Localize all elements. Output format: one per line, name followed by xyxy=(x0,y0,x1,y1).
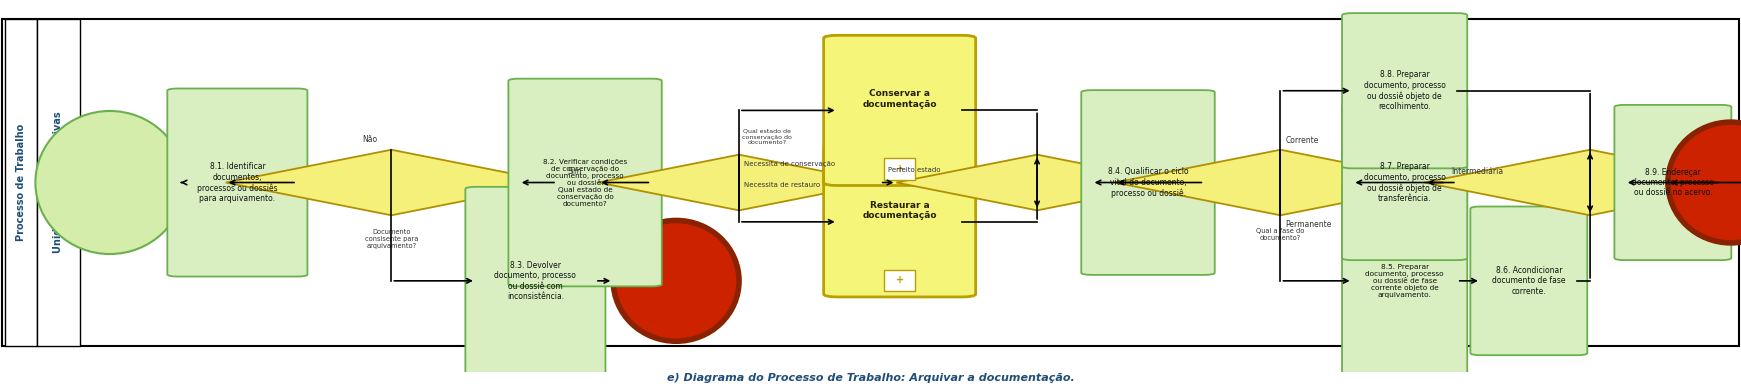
Text: 8.8. Preparar
documento, processo
ou dossiê objeto de
recolhimento.: 8.8. Preparar documento, processo ou dos… xyxy=(1363,70,1445,111)
FancyBboxPatch shape xyxy=(884,270,916,291)
Polygon shape xyxy=(599,155,879,210)
FancyBboxPatch shape xyxy=(823,147,975,297)
Text: Sim: Sim xyxy=(568,167,581,176)
Text: 8.5. Preparar
documento, processo
ou dossiê de fase
corrente objeto de
arquivame: 8.5. Preparar documento, processo ou dos… xyxy=(1365,264,1443,298)
FancyBboxPatch shape xyxy=(508,79,662,286)
Text: Corrente: Corrente xyxy=(1285,136,1320,145)
Text: 8.9. Endereçar
documento, processo
ou dossiê no acervo.: 8.9. Endereçar documento, processo ou do… xyxy=(1631,168,1713,197)
Text: 8.7. Preparar
documento, processo
ou dossiê objeto de
transferência.: 8.7. Preparar documento, processo ou dos… xyxy=(1363,162,1445,203)
Polygon shape xyxy=(226,150,557,215)
Text: Necessita de conservação: Necessita de conservação xyxy=(743,161,836,167)
Ellipse shape xyxy=(613,220,738,341)
Text: Documento
consisente para
arquivamento?: Documento consisente para arquivamento? xyxy=(364,229,418,249)
FancyBboxPatch shape xyxy=(1342,184,1468,378)
FancyBboxPatch shape xyxy=(37,19,80,346)
FancyBboxPatch shape xyxy=(465,187,606,375)
Polygon shape xyxy=(897,155,1179,210)
Polygon shape xyxy=(1424,150,1741,215)
Text: Qual a fase do
documento?: Qual a fase do documento? xyxy=(1257,228,1304,241)
Text: 8.3. Devolver
documento, processo
ou dossiê com
inconsistência.: 8.3. Devolver documento, processo ou dos… xyxy=(494,261,576,301)
FancyBboxPatch shape xyxy=(167,88,308,277)
FancyBboxPatch shape xyxy=(884,158,916,180)
Text: +: + xyxy=(895,164,904,174)
Text: +: + xyxy=(895,275,904,286)
FancyBboxPatch shape xyxy=(1471,206,1588,355)
Polygon shape xyxy=(1114,150,1447,215)
Text: e) Diagrama do Processo de Trabalho: Arquivar a documentação.: e) Diagrama do Processo de Trabalho: Arq… xyxy=(667,373,1074,383)
Text: 8.2. Verificar condições
de conservação do
documento, processo
ou dossiê.
Qual e: 8.2. Verificar condições de conservação … xyxy=(543,159,627,206)
FancyBboxPatch shape xyxy=(5,19,37,346)
Text: 8.1. Identificar
documentos,
processos ou dossiês
para arquivamento.: 8.1. Identificar documentos, processos o… xyxy=(197,162,277,203)
Text: Conservar a
documentação: Conservar a documentação xyxy=(862,89,937,109)
Ellipse shape xyxy=(1668,122,1741,243)
Text: Necessita de restauro: Necessita de restauro xyxy=(743,182,820,187)
Text: Permanente: Permanente xyxy=(1285,220,1332,229)
Text: Unidades Administrativas: Unidades Administrativas xyxy=(54,112,63,253)
FancyBboxPatch shape xyxy=(1081,90,1215,275)
Text: Processo de Trabalho: Processo de Trabalho xyxy=(16,124,26,241)
FancyBboxPatch shape xyxy=(1342,105,1468,260)
FancyBboxPatch shape xyxy=(1342,13,1468,168)
Text: Intermediária: Intermediária xyxy=(1452,167,1504,176)
FancyBboxPatch shape xyxy=(823,35,975,185)
FancyBboxPatch shape xyxy=(1614,105,1731,260)
Text: 8.4. Qualificar o ciclo
vital do documento,
processo ou dossiê.: 8.4. Qualificar o ciclo vital do documen… xyxy=(1107,167,1189,198)
Text: Qual estado de
conservação do
documento?: Qual estado de conservação do documento? xyxy=(742,129,792,146)
Text: 8.6. Acondicionar
documento de fase
corrente.: 8.6. Acondicionar documento de fase corr… xyxy=(1492,266,1565,296)
Text: Restaurar a
documentação: Restaurar a documentação xyxy=(862,201,937,220)
Text: Perfeito estado: Perfeito estado xyxy=(888,167,940,173)
Text: Não: Não xyxy=(362,135,378,144)
Ellipse shape xyxy=(35,111,185,254)
FancyBboxPatch shape xyxy=(2,19,1739,346)
